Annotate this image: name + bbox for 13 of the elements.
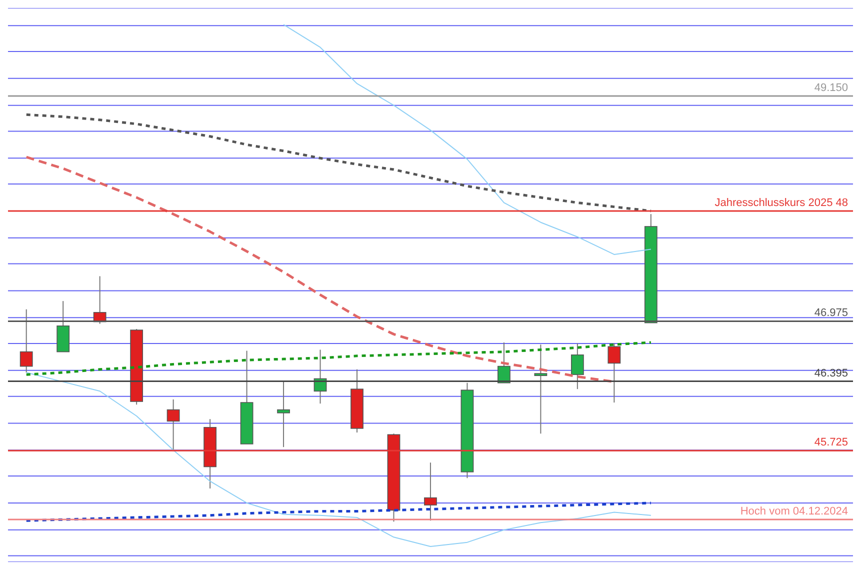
ref-line-label: 46.395 <box>814 367 848 380</box>
ref-line-label: 49.150 <box>814 82 848 94</box>
ref-line-label: Hoch vom 04.12.2024 <box>740 506 848 518</box>
candlestick <box>498 342 510 384</box>
candlestick <box>534 344 548 434</box>
ref-line-label: Jahresschlusskurs 2025 48 <box>714 196 848 209</box>
candlestick <box>277 381 290 448</box>
candlestick <box>166 398 180 452</box>
candlestick <box>424 462 437 522</box>
candlestick <box>570 343 584 390</box>
candlestick <box>608 343 621 404</box>
ref-line-label: 45.725 <box>814 436 848 449</box>
ref-line-label: 46.975 <box>814 307 848 320</box>
